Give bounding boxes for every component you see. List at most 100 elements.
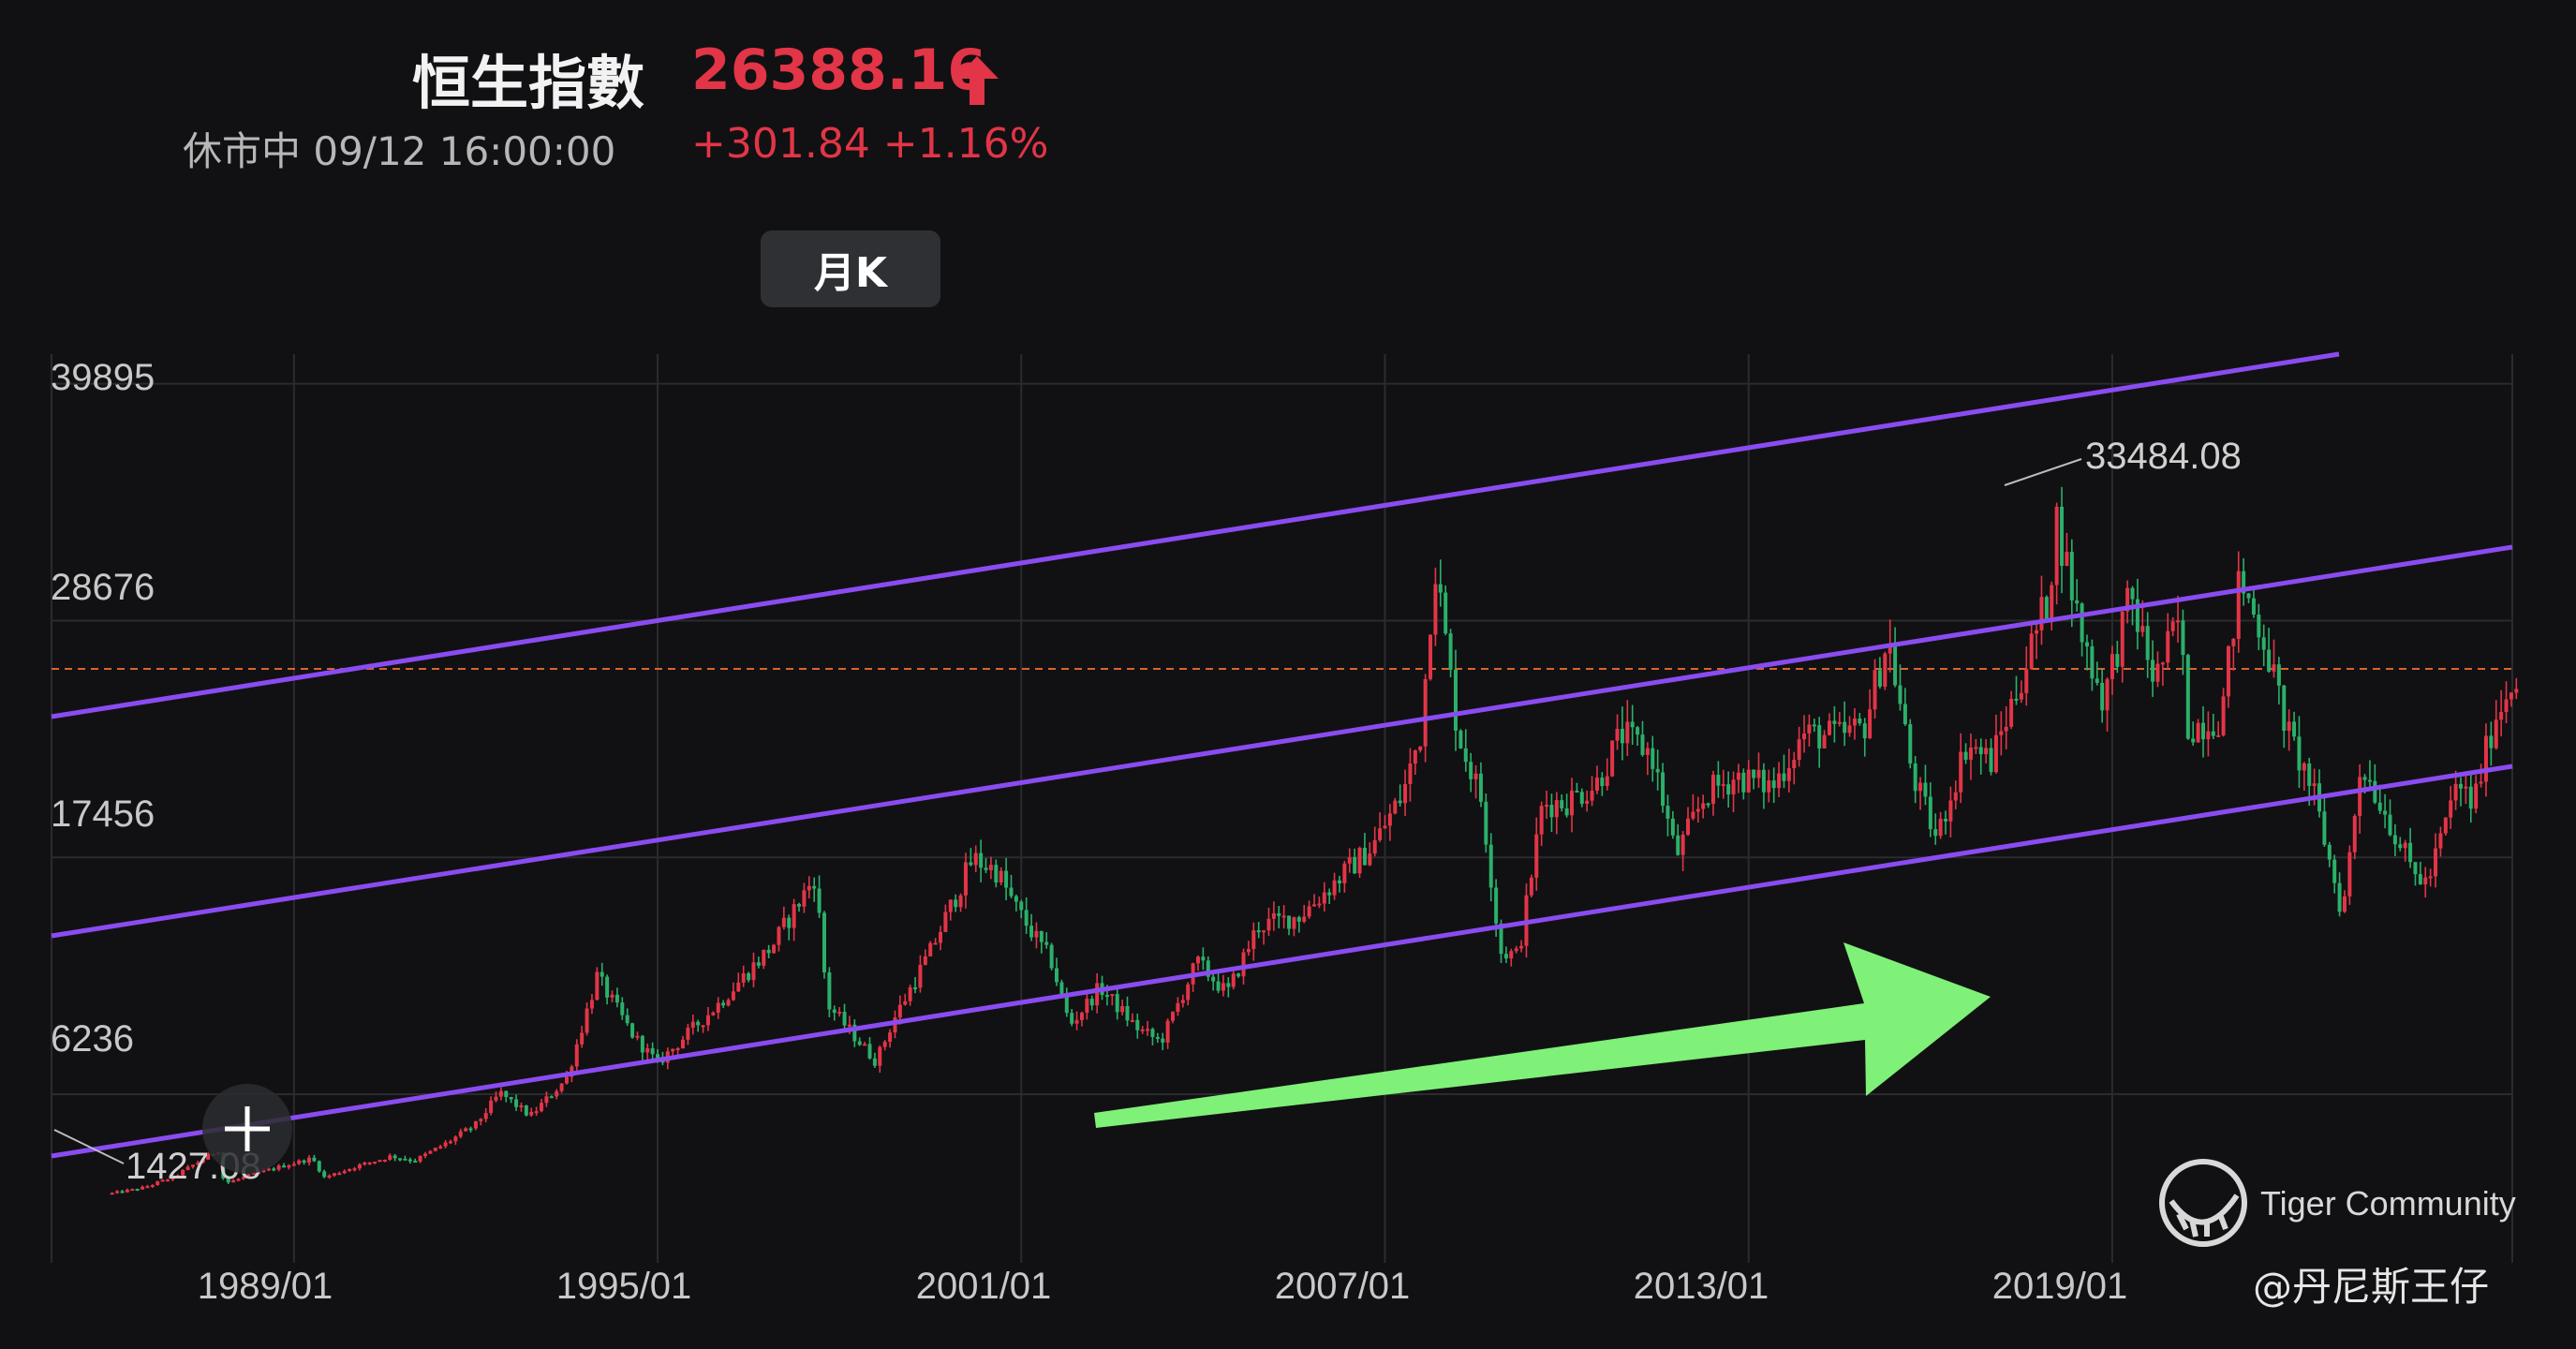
candle-body-26 (241, 1177, 245, 1179)
candle-body-397 (2115, 654, 2120, 667)
period-monthly-button[interactable]: 月K (761, 230, 940, 307)
candle-body-48 (352, 1168, 357, 1171)
candle-body-176 (999, 870, 1003, 883)
candle-body-150 (867, 1044, 872, 1059)
candle-body-450 (2383, 810, 2388, 815)
candle-body-123 (731, 991, 735, 1001)
candle-body-347 (1862, 723, 1867, 739)
candle-body-465 (2459, 783, 2464, 789)
candle-body-272 (1484, 801, 1488, 845)
candle-body-462 (2443, 817, 2448, 834)
candle-body-270 (1473, 773, 1478, 779)
high-annotation-leader (2004, 458, 2082, 486)
candle-body-368 (1968, 747, 1973, 760)
candle-body-396 (2110, 654, 2114, 679)
candle-body-443 (2347, 852, 2352, 897)
candle-body-253 (1387, 813, 1392, 826)
candle-body-13 (175, 1175, 180, 1178)
candle-body-361 (1933, 829, 1938, 837)
candle-body-285 (1549, 805, 1554, 818)
candle-body-255 (1398, 800, 1402, 804)
candle-body-106 (645, 1047, 650, 1053)
trend-channel-layer[interactable] (51, 351, 2513, 1159)
candle-body-114 (686, 1028, 690, 1040)
candle-body-103 (630, 1023, 635, 1038)
candle-body-71 (468, 1128, 473, 1131)
candle-body-299 (1620, 728, 1624, 744)
candle-body-279 (1519, 945, 1524, 949)
candle-body-60 (413, 1161, 418, 1164)
candle-body-310 (1676, 835, 1680, 855)
candle-body-283 (1539, 806, 1544, 835)
candle-body-47 (348, 1168, 352, 1171)
high-annotation-label: 33484.08 (2085, 436, 2242, 477)
candle-body-61 (418, 1156, 422, 1162)
candle-body-456 (2413, 862, 2418, 875)
candle-body-267 (1458, 730, 1463, 749)
candle-body-339 (1822, 734, 1827, 749)
candle-body-428 (2272, 664, 2276, 672)
candle-body-409 (2176, 620, 2181, 623)
crosshair-cursor[interactable] (202, 1084, 292, 1174)
candle-body-282 (1534, 834, 1539, 878)
candle-body-352 (1888, 645, 1892, 654)
candle-body-365 (1953, 792, 1958, 801)
candle-body-353 (1893, 645, 1898, 686)
candle-body-301 (1630, 721, 1635, 728)
candle-body-433 (2297, 736, 2302, 771)
candle-body-261 (1429, 634, 1433, 679)
candle-body-28 (251, 1172, 256, 1175)
candle-body-290 (1575, 791, 1579, 793)
candle-body-25 (236, 1179, 241, 1181)
candle-body-215 (1195, 956, 1200, 964)
candle-body-164 (938, 931, 942, 943)
candle-body-9 (155, 1181, 160, 1185)
candle-body-330 (1777, 773, 1782, 789)
candle-body-384 (2050, 585, 2054, 619)
candle-body-470 (2483, 735, 2488, 782)
candle-body-97 (600, 971, 604, 977)
candle-body-430 (2282, 685, 2287, 732)
candle-body-119 (711, 1012, 716, 1015)
candle-body-139 (812, 885, 817, 889)
candle-body-281 (1529, 877, 1533, 896)
candle-body-181 (1024, 910, 1029, 927)
tiger-community-watermark: Tiger Community @丹尼斯王仔 (2159, 1159, 2516, 1310)
candle-body-466 (2464, 786, 2468, 789)
candle-body-197 (1104, 995, 1109, 998)
candle-body-143 (832, 1009, 836, 1014)
candle-body-105 (640, 1035, 644, 1053)
candle-body-447 (2367, 779, 2372, 782)
candle-body-167 (954, 899, 958, 908)
candle-body-182 (1029, 926, 1034, 938)
candle-body-350 (1877, 670, 1882, 687)
candle-body-53 (378, 1160, 382, 1163)
candle-body-102 (625, 1015, 629, 1024)
candle-body-140 (817, 888, 822, 913)
candle-body-137 (802, 890, 807, 907)
candle-body-314 (1695, 808, 1700, 812)
candle-body-27 (246, 1174, 251, 1178)
candle-body-444 (2352, 815, 2357, 852)
candle-body-245 (1347, 857, 1352, 864)
candle-body-276 (1503, 954, 1508, 959)
candle-body-11 (166, 1179, 170, 1182)
candle-body-161 (923, 956, 927, 965)
candle-body-464 (2453, 783, 2458, 801)
candle-body-385 (2054, 506, 2059, 586)
candle-body-288 (1564, 808, 1569, 816)
candle-body-271 (1478, 773, 1483, 802)
watermark-author: @丹尼斯王仔 (2253, 1264, 2489, 1310)
candle-body-165 (943, 912, 948, 932)
candle-body-132 (777, 927, 781, 945)
candle-body-19 (206, 1153, 211, 1160)
candle-body-237 (1307, 906, 1311, 917)
candle-body-426 (2261, 637, 2266, 650)
candle-body-17 (196, 1162, 200, 1165)
x-tick-label-2: 2001/01 (916, 1266, 1052, 1307)
green-trend-arrow (1094, 942, 1991, 1128)
candle-body-36 (291, 1164, 296, 1166)
candle-body-394 (2100, 682, 2105, 711)
candle-body-448 (2373, 780, 2377, 803)
